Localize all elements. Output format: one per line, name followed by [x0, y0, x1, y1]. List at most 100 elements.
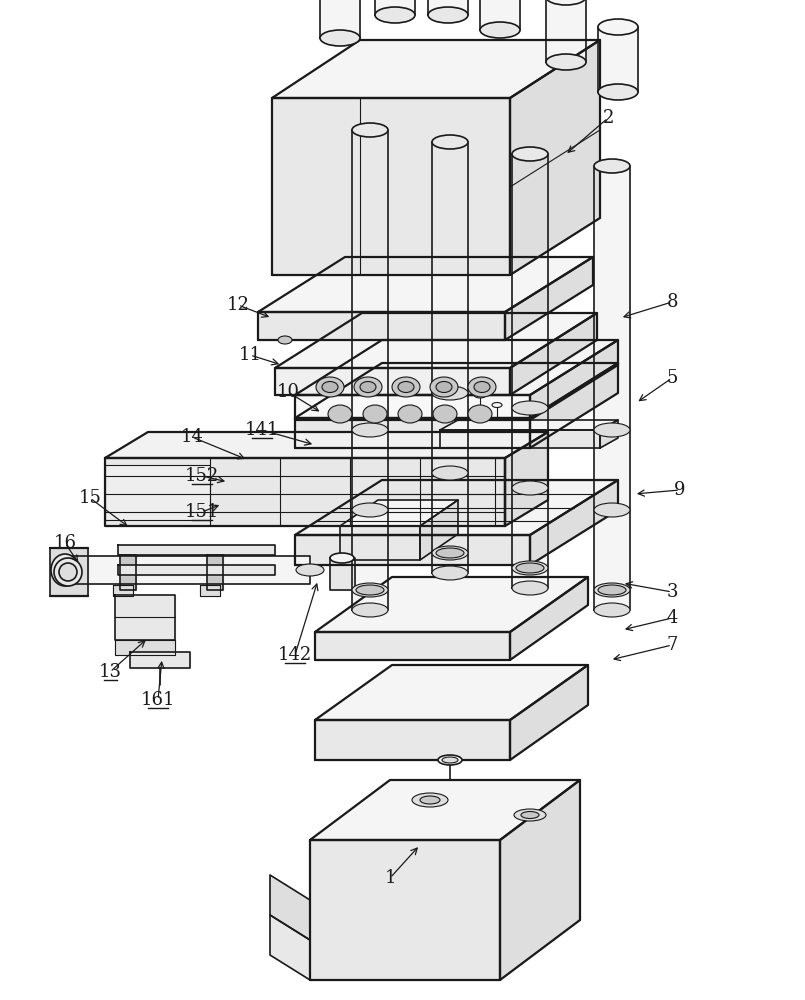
- Polygon shape: [275, 368, 510, 395]
- Text: 12: 12: [226, 296, 250, 314]
- Ellipse shape: [468, 377, 496, 397]
- Polygon shape: [270, 915, 310, 980]
- Polygon shape: [310, 840, 500, 980]
- Text: 142: 142: [278, 646, 312, 664]
- Polygon shape: [272, 40, 600, 98]
- Ellipse shape: [512, 147, 548, 161]
- Ellipse shape: [594, 159, 630, 173]
- Polygon shape: [440, 430, 600, 448]
- Ellipse shape: [352, 123, 388, 137]
- Text: 9: 9: [675, 481, 686, 499]
- Ellipse shape: [432, 466, 468, 480]
- Ellipse shape: [432, 135, 468, 149]
- Polygon shape: [120, 555, 136, 590]
- Text: 3: 3: [667, 583, 678, 601]
- Polygon shape: [320, 0, 360, 38]
- Polygon shape: [340, 500, 458, 526]
- Polygon shape: [65, 556, 310, 584]
- Ellipse shape: [432, 566, 468, 580]
- Polygon shape: [315, 720, 510, 760]
- Polygon shape: [295, 340, 618, 395]
- Text: 14: 14: [180, 428, 204, 446]
- Ellipse shape: [296, 564, 324, 576]
- Polygon shape: [375, 0, 415, 15]
- Ellipse shape: [412, 793, 448, 807]
- Polygon shape: [118, 545, 275, 555]
- Text: 10: 10: [276, 383, 299, 401]
- Ellipse shape: [594, 603, 630, 617]
- Ellipse shape: [54, 558, 82, 586]
- Polygon shape: [207, 555, 223, 590]
- Ellipse shape: [598, 19, 638, 35]
- Ellipse shape: [546, 54, 586, 70]
- Polygon shape: [270, 875, 310, 940]
- Polygon shape: [352, 130, 388, 610]
- Text: 152: 152: [185, 467, 219, 485]
- Ellipse shape: [328, 405, 352, 423]
- Polygon shape: [275, 313, 597, 368]
- Polygon shape: [258, 257, 593, 312]
- Ellipse shape: [521, 812, 539, 818]
- Text: 15: 15: [79, 489, 101, 507]
- Polygon shape: [105, 432, 548, 458]
- Polygon shape: [420, 500, 458, 560]
- Polygon shape: [113, 585, 133, 596]
- Text: 11: 11: [238, 346, 262, 364]
- Polygon shape: [512, 154, 548, 588]
- Polygon shape: [530, 363, 618, 448]
- Polygon shape: [340, 526, 420, 560]
- Polygon shape: [510, 665, 588, 760]
- Text: 13: 13: [98, 663, 122, 681]
- Polygon shape: [505, 257, 593, 340]
- Ellipse shape: [598, 84, 638, 100]
- Polygon shape: [50, 548, 88, 596]
- Ellipse shape: [352, 603, 388, 617]
- Ellipse shape: [474, 381, 490, 392]
- Ellipse shape: [474, 392, 486, 398]
- Polygon shape: [258, 312, 505, 340]
- Ellipse shape: [322, 381, 338, 392]
- Ellipse shape: [360, 381, 376, 392]
- Ellipse shape: [480, 22, 520, 38]
- Ellipse shape: [546, 0, 586, 5]
- Ellipse shape: [330, 553, 354, 563]
- Polygon shape: [480, 0, 520, 30]
- Ellipse shape: [278, 336, 292, 344]
- Ellipse shape: [436, 548, 464, 558]
- Polygon shape: [295, 395, 530, 420]
- Ellipse shape: [432, 546, 468, 560]
- Ellipse shape: [512, 401, 548, 415]
- Ellipse shape: [316, 377, 344, 397]
- Polygon shape: [118, 565, 275, 575]
- Text: 1: 1: [384, 869, 396, 887]
- Polygon shape: [272, 98, 510, 275]
- Ellipse shape: [363, 405, 387, 423]
- Ellipse shape: [430, 377, 458, 397]
- Polygon shape: [105, 465, 210, 520]
- Polygon shape: [105, 458, 505, 526]
- Polygon shape: [315, 632, 510, 660]
- Polygon shape: [440, 420, 618, 430]
- Ellipse shape: [492, 402, 502, 408]
- Text: 7: 7: [667, 636, 678, 654]
- Polygon shape: [530, 480, 618, 565]
- Ellipse shape: [375, 7, 415, 23]
- Polygon shape: [530, 340, 618, 420]
- Text: 151: 151: [185, 503, 219, 521]
- Polygon shape: [598, 27, 638, 92]
- Ellipse shape: [598, 585, 626, 595]
- Ellipse shape: [594, 583, 630, 597]
- Ellipse shape: [320, 30, 360, 46]
- Ellipse shape: [352, 583, 388, 597]
- Polygon shape: [500, 780, 580, 980]
- Polygon shape: [428, 0, 468, 15]
- Ellipse shape: [354, 377, 382, 397]
- Polygon shape: [295, 480, 618, 535]
- Text: 2: 2: [602, 109, 613, 127]
- Ellipse shape: [512, 581, 548, 595]
- Ellipse shape: [428, 7, 468, 23]
- Ellipse shape: [436, 381, 452, 392]
- Ellipse shape: [438, 755, 462, 765]
- Polygon shape: [510, 577, 588, 660]
- Ellipse shape: [594, 503, 630, 517]
